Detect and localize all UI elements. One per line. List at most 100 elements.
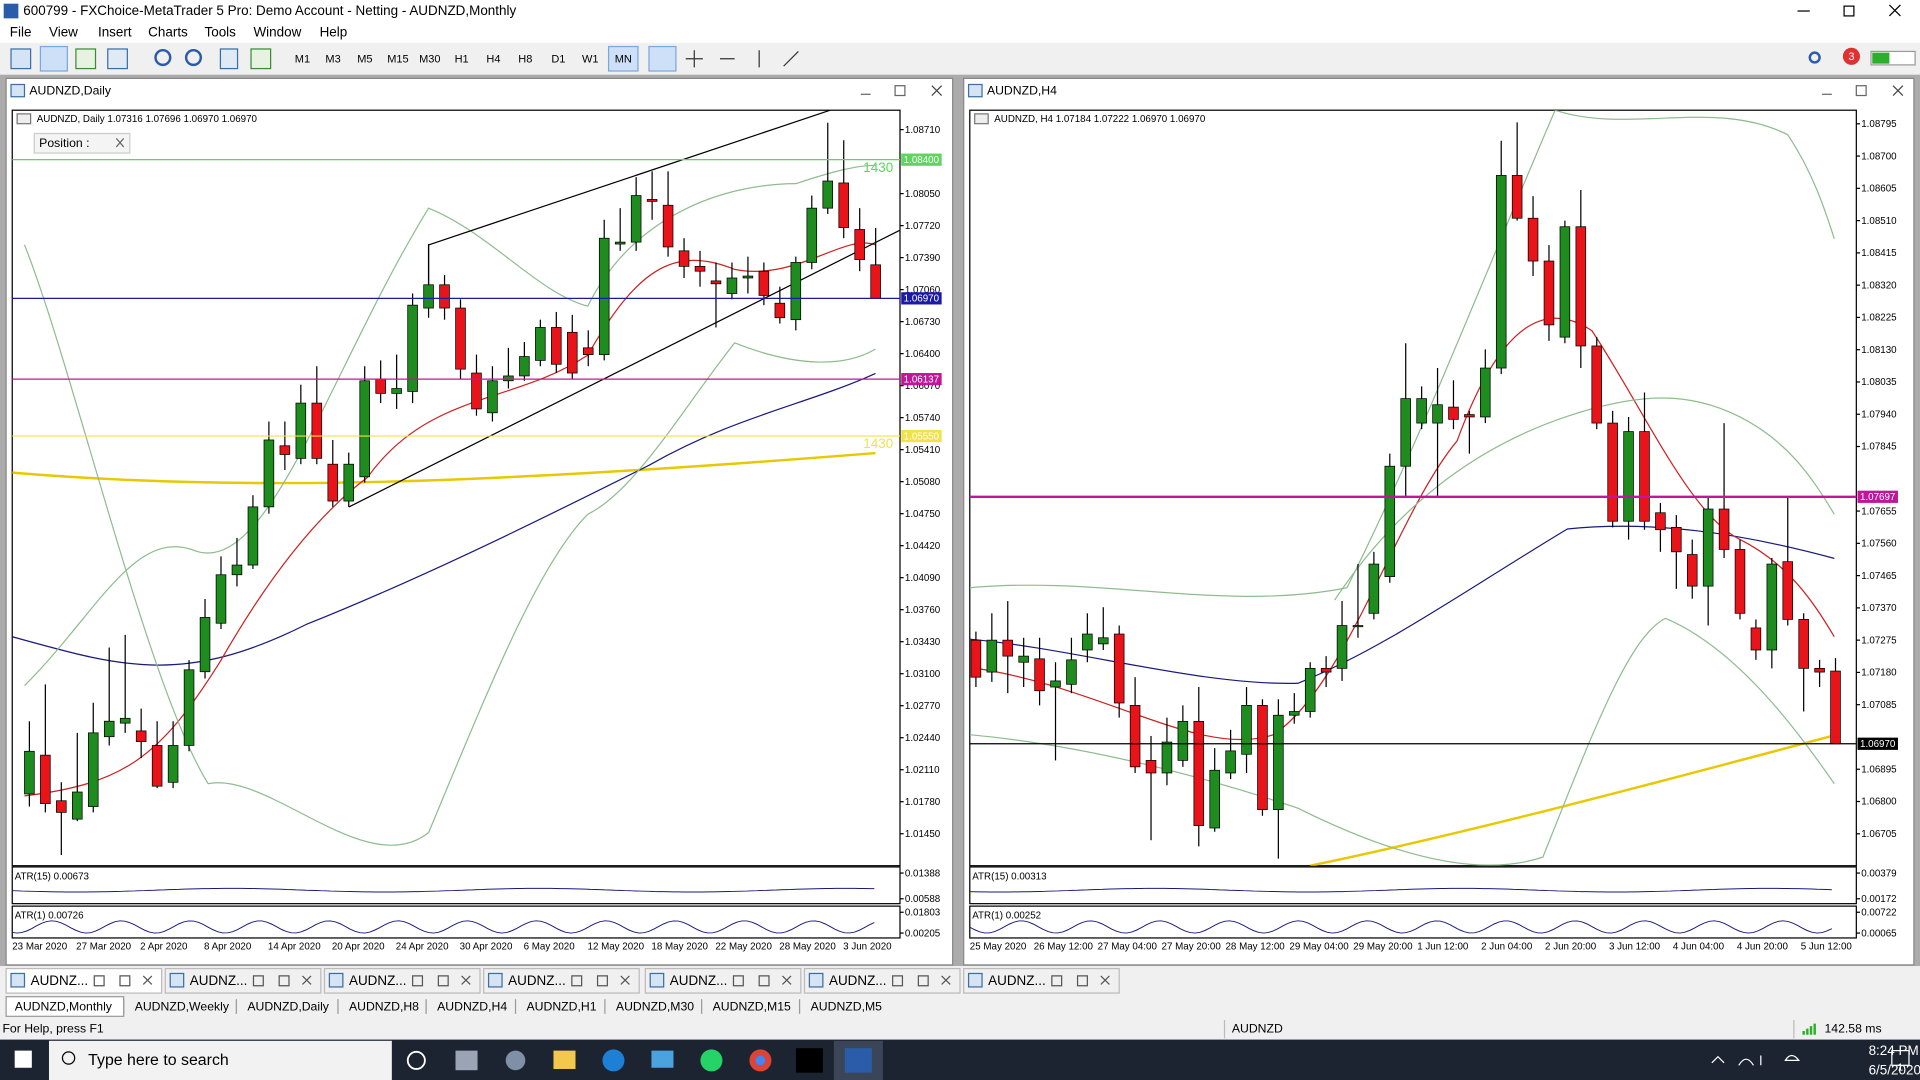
window-tab-icon [169, 972, 185, 988]
timeframe-button[interactable]: M1 [295, 53, 310, 65]
symbol-tab[interactable]: AUDNZD,H1 [527, 999, 597, 1013]
plot-frame [11, 109, 901, 867]
window-tab-controls[interactable] [1051, 975, 1110, 987]
start-icon [14, 1050, 32, 1068]
x-tick-label: 2 Jun 04:00 [1481, 942, 1533, 953]
search-box-text[interactable]: Type here to search [88, 1052, 229, 1069]
window-tab-label[interactable]: AUDNZ... [988, 973, 1046, 988]
chart-info: AUDNZD, Daily 1.07316 1.07696 1.06970 1.… [37, 114, 258, 125]
candle-body [423, 284, 434, 309]
chart-windows: AUDNZD,Daily AUDNZD, Daily 1.07316 1.0769… [5, 77, 1915, 966]
y-tick-label: 1.03430 [905, 637, 941, 648]
candle-body [295, 402, 307, 459]
chart-info: AUDNZD, H4 1.07184 1.07222 1.06970 1.069… [994, 114, 1206, 125]
candle-body [598, 237, 610, 355]
y-tick-label: 1.05740 [905, 413, 941, 424]
candle-body [231, 564, 243, 576]
timeframe-button[interactable]: M5 [357, 53, 372, 65]
menu-item[interactable]: Charts [148, 25, 188, 40]
tb-icon [685, 50, 799, 68]
candle-body [183, 669, 195, 746]
candle-body [1273, 714, 1284, 811]
window-maximize[interactable] [894, 85, 906, 97]
menu-item[interactable]: Window [253, 25, 301, 40]
symbol-tab[interactable]: AUDNZD,M15 [713, 999, 791, 1013]
timeframe-button[interactable]: H1 [455, 53, 469, 65]
timeframe-button[interactable]: MN [615, 53, 632, 65]
window-tab-icon [328, 972, 344, 988]
position-box[interactable] [33, 132, 131, 154]
candle-body [1575, 226, 1587, 347]
window-maximize[interactable] [1855, 85, 1867, 97]
menu-item[interactable]: Help [320, 25, 348, 40]
candle-body [279, 445, 291, 455]
timeframe-button[interactable]: W1 [582, 53, 599, 65]
window-tab[interactable] [164, 967, 322, 994]
symbol-tab[interactable]: AUDNZD,Monthly [15, 999, 113, 1013]
timeframe-button[interactable]: M15 [387, 53, 408, 65]
window-tab-label[interactable]: AUDNZ... [31, 973, 89, 988]
candle-body [1400, 398, 1411, 467]
timeframe-button[interactable]: M30 [419, 53, 440, 65]
window-tab-controls[interactable] [571, 975, 630, 987]
chart-window: AUDNZD,H4 AUDNZD, H4 1.07184 1.07222 1.06… [963, 77, 1915, 966]
candle-body [439, 284, 450, 309]
window-close[interactable] [931, 85, 943, 96]
candle-body [1177, 720, 1189, 761]
indicator-line [969, 920, 1833, 934]
x-tick-label: 22 May 2020 [715, 942, 772, 953]
window-tab-label[interactable]: AUDNZ... [670, 973, 728, 988]
symbol-tab[interactable]: AUDNZD,H8 [349, 999, 419, 1013]
window-tab-controls[interactable] [412, 975, 471, 987]
symbol-tab[interactable]: AUDNZD,H4 [437, 999, 507, 1013]
window-tab-label[interactable]: AUDNZ... [190, 973, 248, 988]
symbol-tab[interactable]: AUDNZD,M5 [811, 999, 883, 1013]
window-tab[interactable] [5, 967, 163, 994]
window-tab-controls[interactable] [732, 975, 792, 987]
tb-icon [219, 48, 239, 70]
symbol-tab[interactable]: AUDNZD,Daily [247, 999, 329, 1013]
notification-count[interactable]: 1 [1898, 1062, 1903, 1073]
window-tab[interactable] [483, 967, 640, 994]
window-tab[interactable] [323, 967, 481, 994]
x-tick-label: 2 Jun 20:00 [1545, 942, 1597, 953]
x-tick-label: 12 May 2020 [588, 942, 645, 953]
timeframe-button[interactable]: H4 [486, 53, 500, 65]
candle-body [567, 331, 578, 374]
tb-icon [75, 48, 97, 70]
menu-item[interactable]: View [49, 25, 78, 40]
y-tick-label: 1.08700 [1861, 151, 1897, 162]
window-close[interactable] [1892, 85, 1904, 96]
window-tab-label[interactable]: AUDNZ... [508, 973, 566, 988]
timeframe-button[interactable]: D1 [551, 53, 565, 65]
candle-body [1034, 658, 1045, 692]
window-tab-controls[interactable] [93, 975, 153, 987]
symbol-tab[interactable]: AUDNZD,M30 [616, 999, 694, 1013]
y-tick-label: 1.08510 [1861, 216, 1897, 227]
window-tab[interactable] [803, 967, 961, 994]
position-close[interactable] [115, 137, 125, 148]
timeframe-button[interactable]: M3 [325, 53, 340, 65]
candle-body [1336, 625, 1348, 669]
task-icon [455, 1050, 478, 1071]
alert-count[interactable]: 3 [1848, 51, 1854, 63]
menu-item[interactable]: Tools [204, 25, 236, 40]
symbol-tab[interactable]: AUDNZD,Weekly [135, 999, 230, 1013]
menu-item[interactable]: Insert [98, 25, 132, 40]
window-tab-label[interactable]: AUDNZ... [349, 973, 407, 988]
window-tab[interactable] [644, 967, 802, 994]
indicators [12, 110, 901, 856]
window-tab[interactable] [963, 967, 1120, 994]
candle-body [311, 402, 323, 459]
window-tab-controls[interactable] [252, 975, 312, 987]
position-label[interactable]: Position : [39, 136, 89, 150]
candle-body [199, 617, 211, 673]
candle-body [1766, 563, 1778, 651]
timeframe-button[interactable]: H8 [518, 53, 532, 65]
y-tick-label: 1.08795 [1861, 119, 1897, 130]
window-tab-label[interactable]: AUDNZ... [829, 973, 887, 988]
window-tab-controls[interactable] [892, 975, 951, 987]
menu-item[interactable]: File [10, 25, 32, 40]
candle-body [710, 280, 722, 285]
candle-body [1384, 465, 1396, 577]
